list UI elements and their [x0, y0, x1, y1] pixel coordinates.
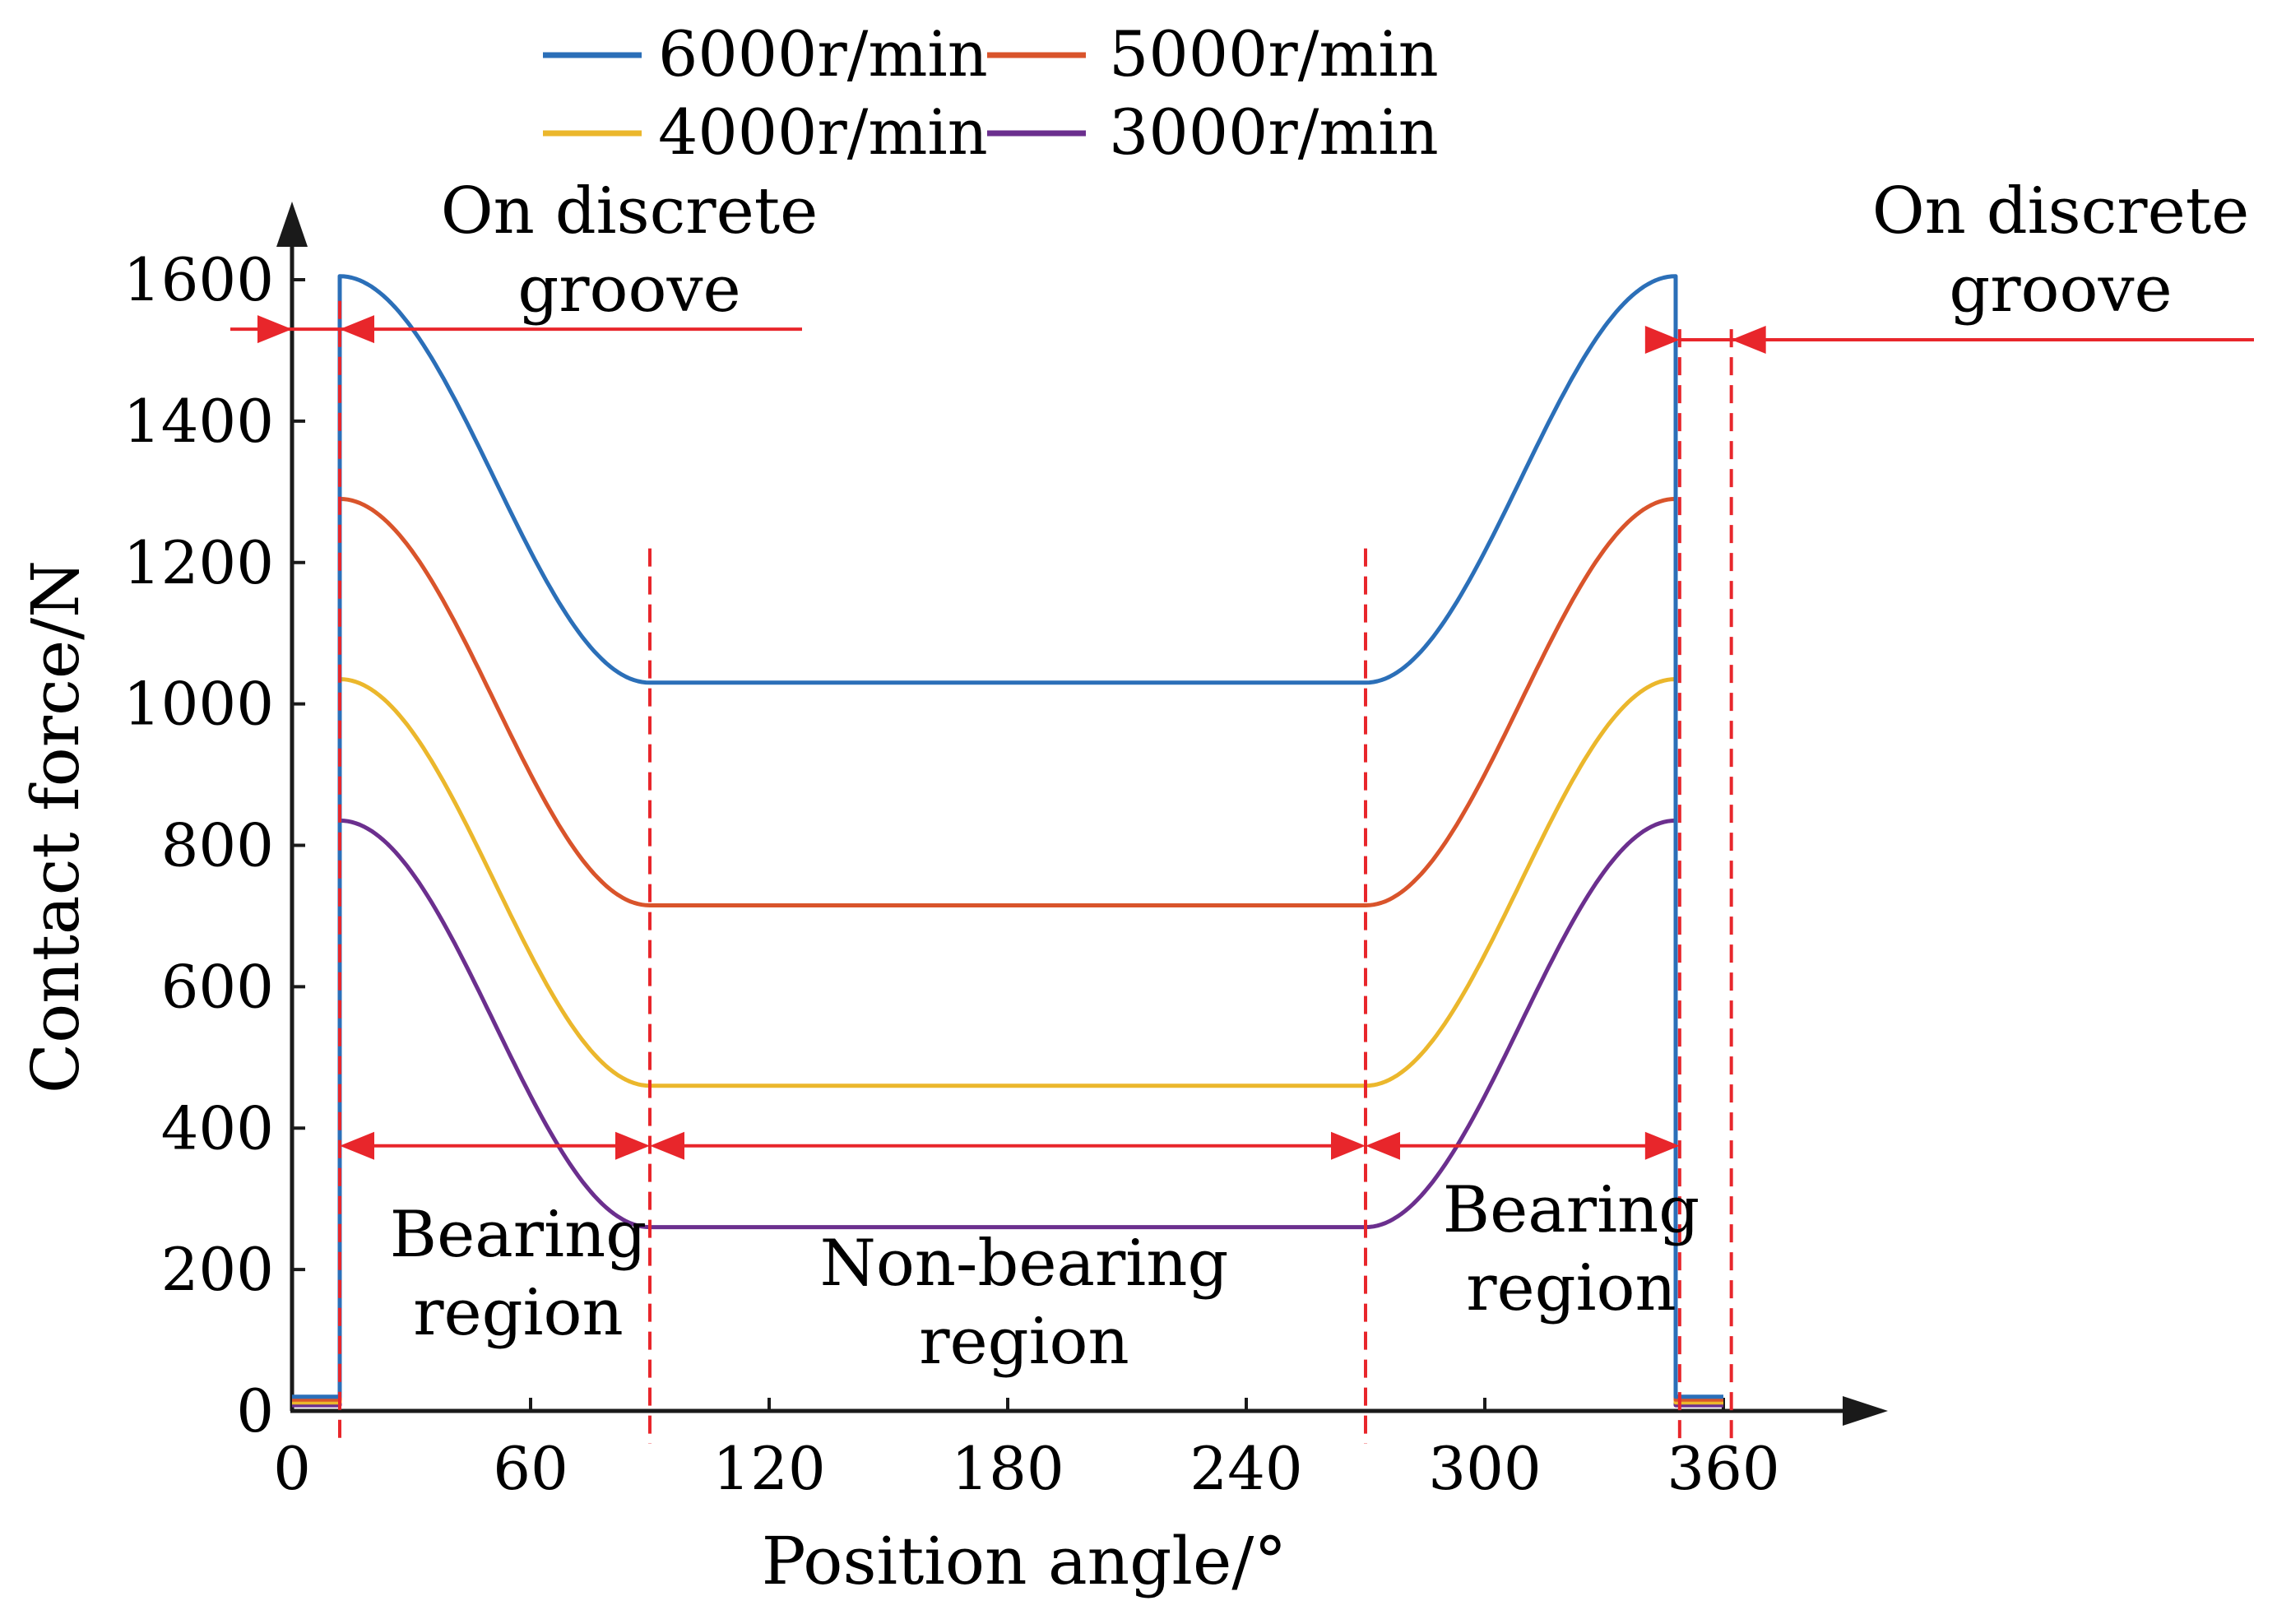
legend: 6000r/min 5000r/min 4000r/min 3000r/min	[543, 17, 1439, 169]
groove-right-head-right	[1644, 326, 1680, 355]
legend-label-3000: 3000r/min	[1109, 95, 1439, 169]
region-boundary-lines	[338, 300, 1733, 1444]
y-tick-label-0: 0	[236, 1376, 274, 1445]
x-axis-arrow	[1843, 1396, 1888, 1426]
y-axis-arrow	[276, 202, 308, 247]
tick-labels: 0 60 120 180 240 300 360 0 200 400 600 800 1000 1200 1…	[123, 245, 1780, 1503]
groove-right-head-left	[1731, 326, 1766, 355]
legend-label-4000: 4000r/min	[658, 95, 988, 169]
y-tick-label-1200: 1200	[123, 528, 274, 597]
y-tick-label-1000: 1000	[123, 670, 274, 739]
nonbearing-arrow-head-right	[1331, 1131, 1366, 1160]
series-line-6000	[292, 274, 1723, 1399]
groove-left-head-right	[257, 315, 292, 344]
bearing-left-arrow-head-right	[615, 1131, 650, 1160]
x-tick-label-360: 360	[1667, 1434, 1779, 1503]
bearing-right-arrow-head-right	[1644, 1131, 1680, 1160]
y-axis-title: Contact force/N	[17, 560, 94, 1093]
groove-left-head-left	[340, 315, 374, 344]
bearing-right-label-line2: region	[1466, 1251, 1676, 1325]
series-lines	[292, 274, 1723, 1408]
x-tick-label-120: 120	[712, 1434, 825, 1503]
series-line-4000	[292, 677, 1723, 1405]
bearing-left-arrow-head-left	[340, 1131, 374, 1160]
legend-label-5000: 5000r/min	[1109, 17, 1439, 90]
bearing-left-label-line2: region	[413, 1276, 624, 1350]
y-tick-label-800: 800	[161, 811, 274, 880]
groove-right-label-line2: groove	[1949, 253, 2172, 327]
x-tick-label-60: 60	[493, 1434, 568, 1503]
x-tick-label-300: 300	[1428, 1434, 1541, 1503]
axes: 0 60 120 180 240 300 360 0 200 400 600 800 1000 1200 1…	[17, 202, 1888, 1599]
groove-right-label-line1: On discrete	[1872, 174, 2250, 248]
y-tick-label-200: 200	[161, 1235, 274, 1304]
series-line-5000	[292, 496, 1723, 1402]
region-arrows	[230, 315, 2254, 1160]
legend-label-6000: 6000r/min	[658, 17, 988, 90]
groove-left-label-line1: On discrete	[441, 174, 819, 248]
y-tick-label-400: 400	[161, 1093, 274, 1162]
series-line-3000	[292, 818, 1723, 1408]
bearing-right-label-line1: Bearing	[1443, 1173, 1700, 1247]
x-tick-label-240: 240	[1190, 1434, 1302, 1503]
bearing-right-arrow-head-left	[1366, 1131, 1400, 1160]
x-axis-title: Position angle/°	[762, 1523, 1287, 1599]
groove-left-label-line2: groove	[517, 253, 740, 327]
y-tick-label-1600: 1600	[123, 245, 274, 314]
nonbearing-label-line2: region	[919, 1305, 1129, 1379]
y-tick-label-1400: 1400	[123, 387, 274, 456]
region-annotations: On discrete groove On discrete groove Be…	[230, 174, 2254, 1444]
x-tick-label-0: 0	[273, 1434, 311, 1503]
y-tick-label-600: 600	[161, 952, 274, 1021]
nonbearing-arrow-head-left	[650, 1131, 684, 1160]
bearing-left-label-line1: Bearing	[390, 1198, 647, 1272]
nonbearing-label-line1: Non-bearing	[820, 1227, 1229, 1301]
x-tick-label-180: 180	[951, 1434, 1064, 1503]
